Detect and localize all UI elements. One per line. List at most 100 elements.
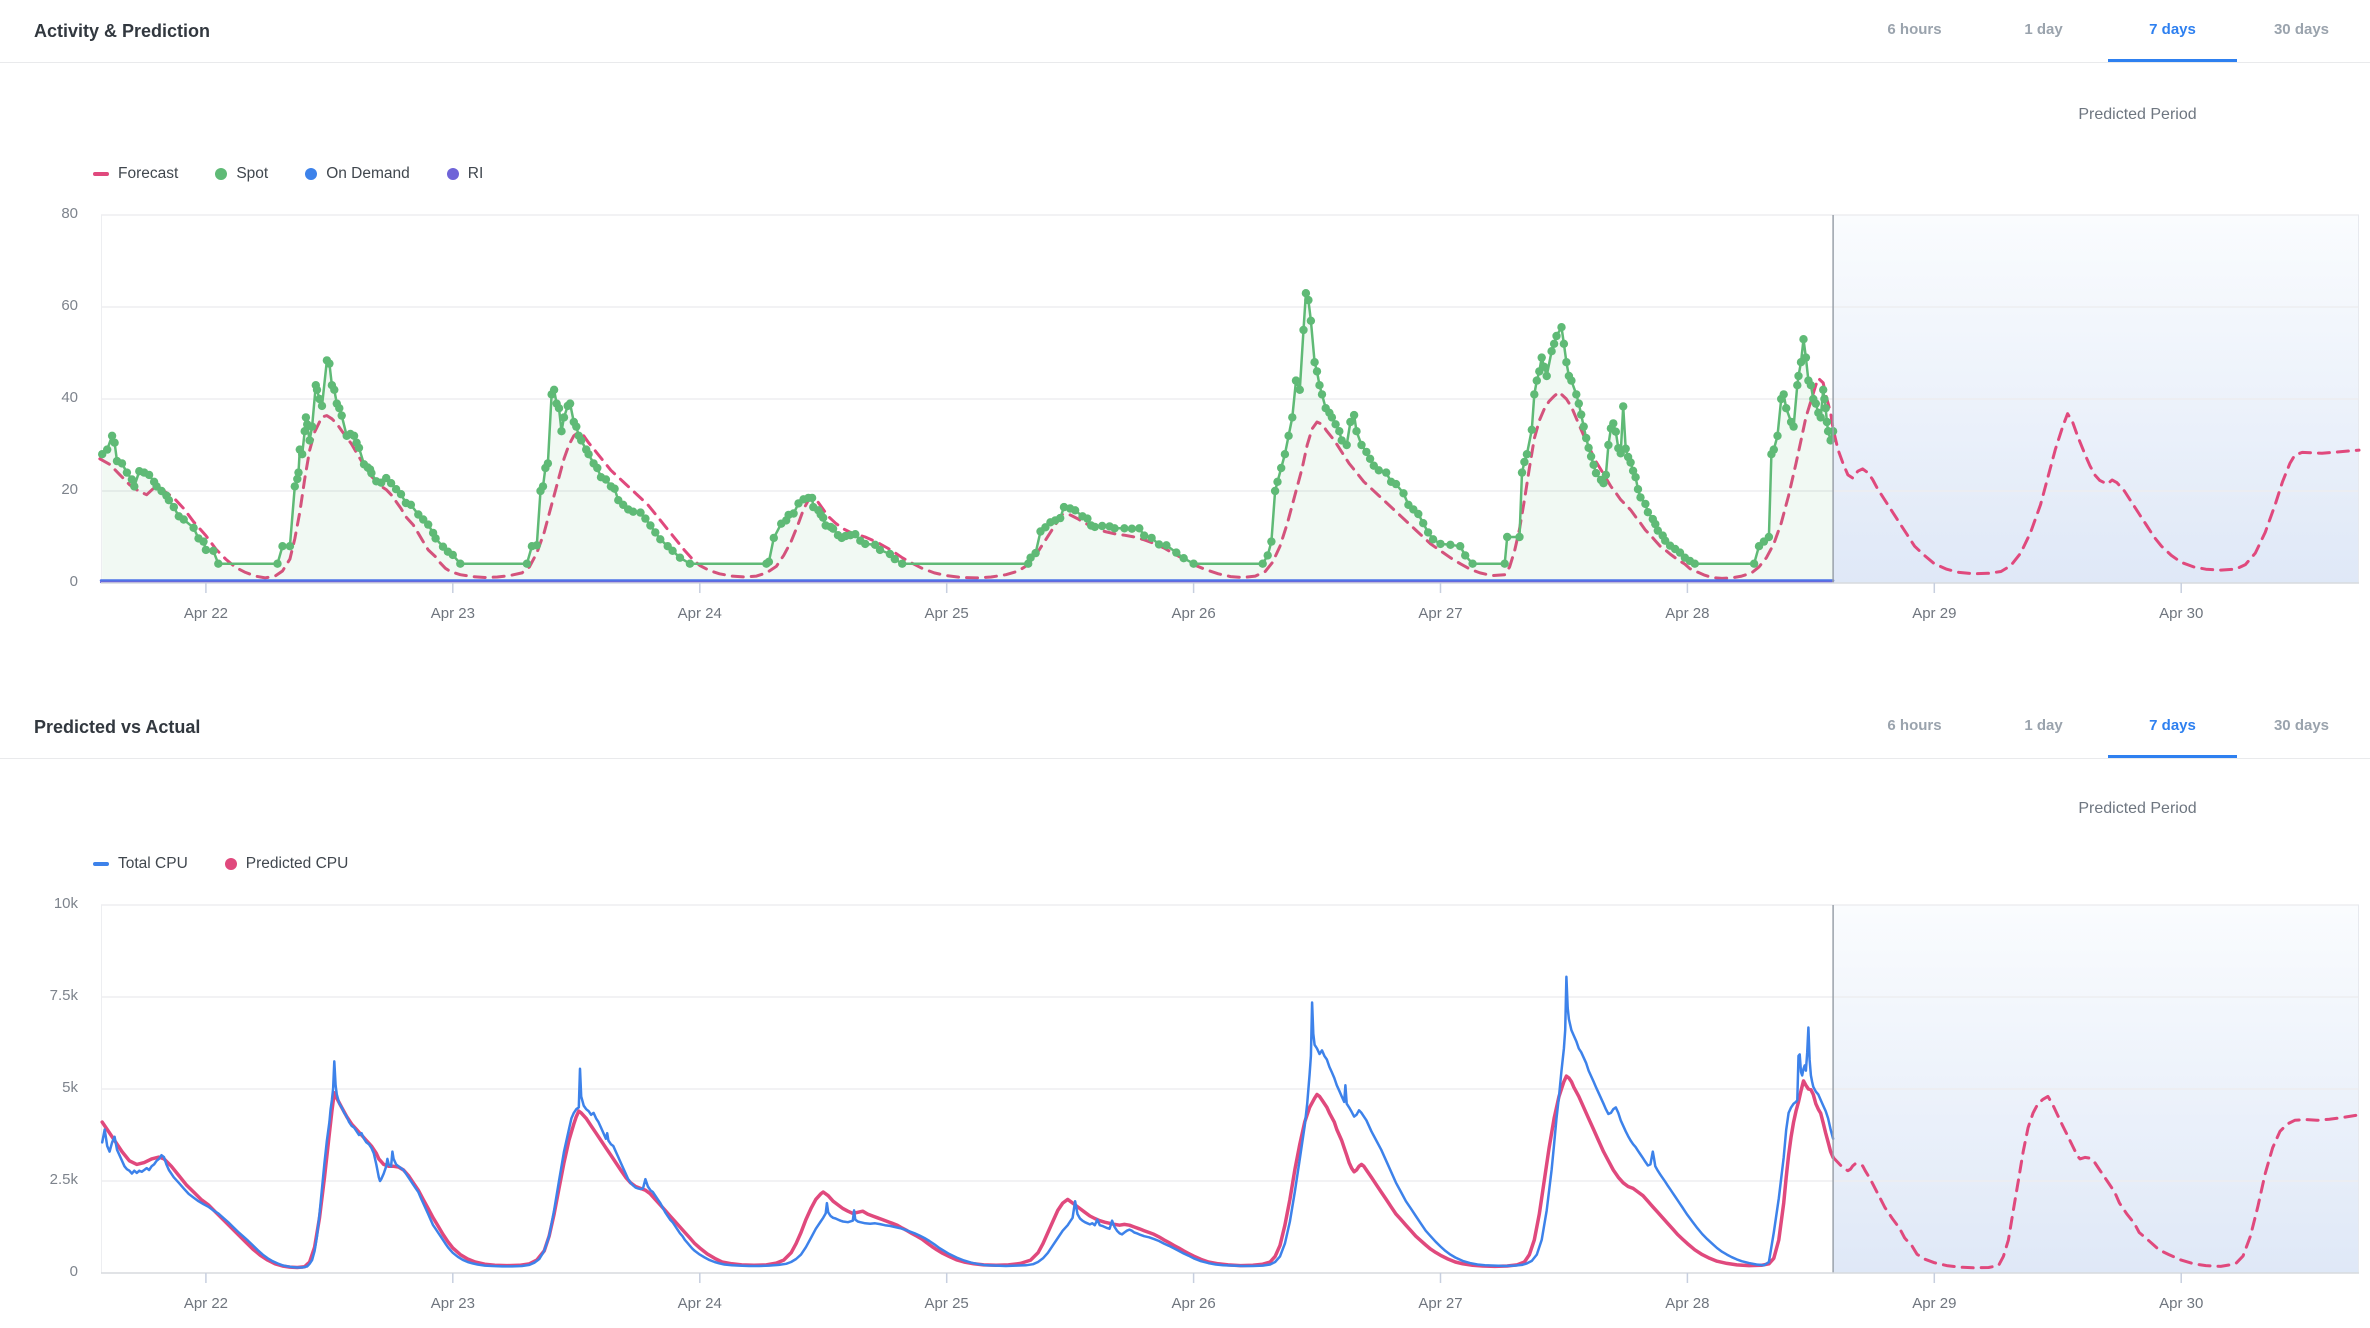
- spot-data-point: [1288, 413, 1297, 422]
- spot-data-point: [565, 399, 575, 408]
- spot-data-point: [549, 385, 559, 394]
- spot-data-point: [1537, 353, 1546, 362]
- x-tick-label: Apr 22: [183, 1295, 229, 1312]
- page-title: Activity & Prediction: [34, 21, 211, 41]
- legend-label: Spot: [236, 165, 269, 182]
- spot-area: [102, 293, 1834, 583]
- spot-data-point: [1749, 559, 1759, 568]
- spot-data-point: [1773, 431, 1782, 440]
- time-range-tabs: 6 hours 1 day 7 days 30 days: [1850, 0, 2366, 62]
- y-tick-label: 60: [61, 297, 78, 314]
- spot-data-point: [1423, 528, 1433, 537]
- spot-data-point: [1549, 339, 1559, 348]
- tab-30-days[interactable]: 30 days: [2273, 717, 2330, 734]
- tab-7-days[interactable]: 7 days: [2108, 0, 2237, 62]
- spot-data-point: [1291, 376, 1301, 385]
- spot-data-point: [764, 557, 774, 566]
- spot-data-point: [179, 515, 188, 524]
- spot-data-point: [1621, 444, 1630, 453]
- spot-data-point: [456, 559, 465, 568]
- spot-data-point: [1604, 440, 1613, 450]
- legend-item-on-demand[interactable]: On Demand: [305, 165, 410, 183]
- spot-data-point: [1154, 540, 1164, 549]
- spot-data-point: [122, 468, 132, 477]
- spot-data-point: [656, 535, 665, 544]
- tab-1-day[interactable]: 1 day: [2024, 717, 2063, 734]
- spot-data-point: [628, 507, 638, 516]
- legend-item-spot[interactable]: Spot: [215, 165, 268, 183]
- spot-data-point: [1540, 362, 1549, 371]
- spot-data-point: [1542, 371, 1551, 381]
- spot-data-point: [298, 450, 307, 459]
- spot-data-point: [1631, 473, 1640, 482]
- x-tick-label: Apr 25: [924, 1295, 969, 1312]
- spot-data-point: [1391, 479, 1401, 489]
- spot-data-point: [1572, 390, 1581, 399]
- spot-data-point: [1819, 385, 1828, 394]
- spot-data-point: [875, 545, 885, 555]
- spot-data-point: [1520, 457, 1529, 467]
- spot-data-point: [789, 509, 798, 518]
- spot-data-point: [1764, 532, 1774, 542]
- tab-30-days[interactable]: 30 days: [2273, 21, 2330, 38]
- tab-6-hours[interactable]: 6 hours: [1887, 21, 1942, 38]
- legend-label: Predicted CPU: [245, 855, 349, 872]
- section-title: Predicted vs Actual: [34, 717, 201, 737]
- y-tick-label: 2.5k: [49, 1171, 78, 1188]
- y-axis-labels: 0 20 40 60 80: [0, 205, 92, 590]
- legend-item-ri[interactable]: RI: [446, 165, 483, 183]
- legend-item-total-cpu[interactable]: Total CPU: [93, 855, 188, 873]
- spot-data-point: [1619, 402, 1628, 411]
- spot-data-point: [1515, 532, 1524, 542]
- predicted-cpu-dot-icon: [224, 858, 237, 870]
- spot-data-point: [1532, 376, 1542, 385]
- total-cpu-line-icon: [93, 862, 109, 866]
- legend-item-forecast[interactable]: Forecast: [93, 165, 178, 183]
- spot-data-point: [1446, 540, 1455, 549]
- spot-data-point: [130, 482, 139, 491]
- spot-data-point: [273, 559, 282, 568]
- spot-data-point: [199, 537, 208, 546]
- spot-data-point: [169, 502, 178, 512]
- spot-data-point: [532, 541, 541, 550]
- spot-data-point: [1301, 289, 1311, 298]
- spot-data-point: [1820, 394, 1829, 404]
- tab-6-hours[interactable]: 6 hours: [1887, 717, 1942, 734]
- spot-data-point: [1349, 410, 1359, 420]
- spot-data-point: [1267, 537, 1276, 546]
- spot-data-point: [557, 427, 566, 436]
- spot-data-point: [807, 493, 817, 503]
- spot-data-point: [1584, 443, 1593, 452]
- spot-data-point: [1562, 358, 1571, 367]
- spot-data-point: [1147, 533, 1156, 543]
- x-tick-label: Apr 24: [677, 1295, 722, 1312]
- panel-header-predicted-vs-actual: Predicted vs Actual 6 hours 1 day 7 days 30…: [0, 696, 2370, 759]
- spot-data-point: [1273, 477, 1282, 486]
- spot-data-point: [325, 359, 334, 368]
- spot-data-point: [431, 534, 440, 543]
- tab-7-days[interactable]: 7 days: [2108, 696, 2237, 758]
- spot-data-point: [861, 539, 870, 549]
- spot-data-point: [1769, 445, 1779, 454]
- spot-data-point: [1527, 425, 1537, 434]
- on-demand-dot-icon: [305, 168, 318, 180]
- spot-data-point: [1601, 470, 1611, 480]
- legend-item-predicted-cpu[interactable]: Predicted CPU: [224, 855, 349, 873]
- spot-data-point: [1098, 521, 1107, 531]
- spot-data-point: [1643, 508, 1653, 517]
- spot-data-point: [335, 404, 344, 413]
- x-tick-label: Apr 28: [1665, 605, 1710, 622]
- spot-data-point: [1335, 427, 1344, 436]
- spot-data-point: [1304, 295, 1313, 305]
- spot-data-point: [1419, 519, 1428, 528]
- spot-data-point: [543, 459, 553, 468]
- tab-1-day[interactable]: 1 day: [2024, 21, 2063, 38]
- spot-data-point: [1547, 347, 1556, 356]
- spot-data-point: [1811, 399, 1821, 408]
- spot-data-point: [1436, 539, 1445, 549]
- spot-data-point: [1031, 548, 1040, 558]
- spot-data-point: [1793, 381, 1802, 390]
- spot-data-point: [1822, 417, 1832, 427]
- spot-data-point: [554, 404, 564, 413]
